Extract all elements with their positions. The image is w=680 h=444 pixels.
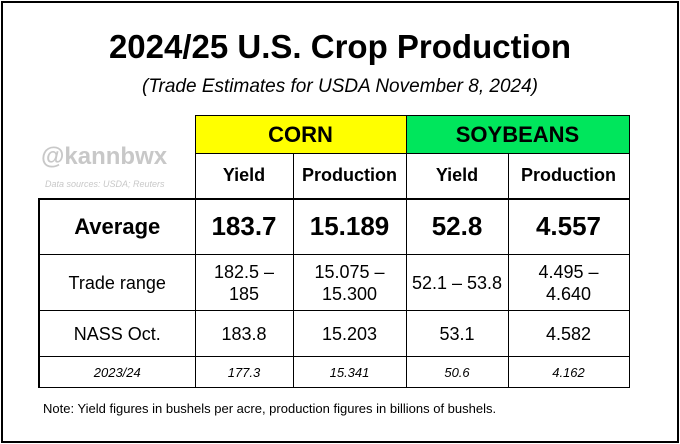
table-cell: 183.8 <box>194 310 294 357</box>
table-cell: 52.8 <box>405 197 509 255</box>
page-subtitle: (Trade Estimates for USDA November 8, 20… <box>142 76 538 97</box>
table-row: NASS Oct. 183.8 15.203 53.1 4.582 <box>38 310 630 357</box>
group-header-corn: CORN <box>194 115 407 154</box>
footnote: Note: Yield figures in bushels per acre,… <box>43 401 497 416</box>
row-label: Average <box>38 197 196 255</box>
table-cell: 182.5 – 185 <box>194 254 294 311</box>
table-cell: 183.7 <box>194 197 294 255</box>
row-label: NASS Oct. <box>38 310 196 357</box>
table-cell: 4.557 <box>507 197 630 255</box>
table-cell: 53.1 <box>405 310 509 357</box>
row-label: Trade range <box>38 254 196 311</box>
column-header: Yield <box>194 153 294 199</box>
column-header: Production <box>292 153 407 199</box>
table-cell: 52.1 – 53.8 <box>405 254 509 311</box>
page-title: 2024/25 U.S. Crop Production <box>108 28 572 65</box>
table-row: 2023/24 177.3 15.341 50.6 4.162 <box>38 356 630 388</box>
table-cell: 50.6 <box>405 356 509 388</box>
table-cell: 4.495 – 4.640 <box>507 254 630 311</box>
column-header: Production <box>507 153 630 199</box>
table-row: Trade range 182.5 – 185 15.075 – 15.300 … <box>38 254 630 311</box>
table-cell: 177.3 <box>194 356 294 388</box>
table-row: Average 183.7 15.189 52.8 4.557 <box>38 197 630 255</box>
watermark-handle: @kannbwx <box>41 143 168 170</box>
crop-production-table: CORN SOYBEANS Yield Production Yield Pro… <box>38 115 630 388</box>
group-header-soybeans: SOYBEANS <box>405 115 630 154</box>
row-label: 2023/24 <box>38 356 196 388</box>
column-header: Yield <box>405 153 509 199</box>
table-cell: 4.582 <box>507 310 630 357</box>
table-cell: 15.075 – 15.300 <box>292 254 407 311</box>
table-cell: 4.162 <box>507 356 630 388</box>
table-cell: 15.189 <box>292 197 407 255</box>
watermark-sources: Data sources: USDA; Reuters <box>45 179 165 189</box>
table-cell: 15.203 <box>292 310 407 357</box>
table-cell: 15.341 <box>292 356 407 388</box>
